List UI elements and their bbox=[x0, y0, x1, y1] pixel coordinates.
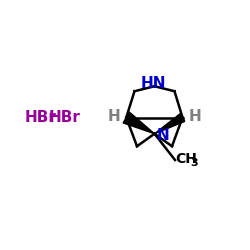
Text: ·: · bbox=[41, 110, 48, 128]
Text: H: H bbox=[108, 109, 120, 124]
Text: HBr: HBr bbox=[25, 110, 57, 125]
Text: HN: HN bbox=[140, 76, 166, 91]
Polygon shape bbox=[154, 114, 185, 134]
Text: N: N bbox=[156, 128, 169, 142]
Text: 3: 3 bbox=[190, 158, 198, 168]
Text: H: H bbox=[188, 109, 201, 124]
Text: HBr: HBr bbox=[49, 110, 80, 125]
Polygon shape bbox=[123, 112, 154, 134]
Text: CH: CH bbox=[176, 152, 198, 166]
